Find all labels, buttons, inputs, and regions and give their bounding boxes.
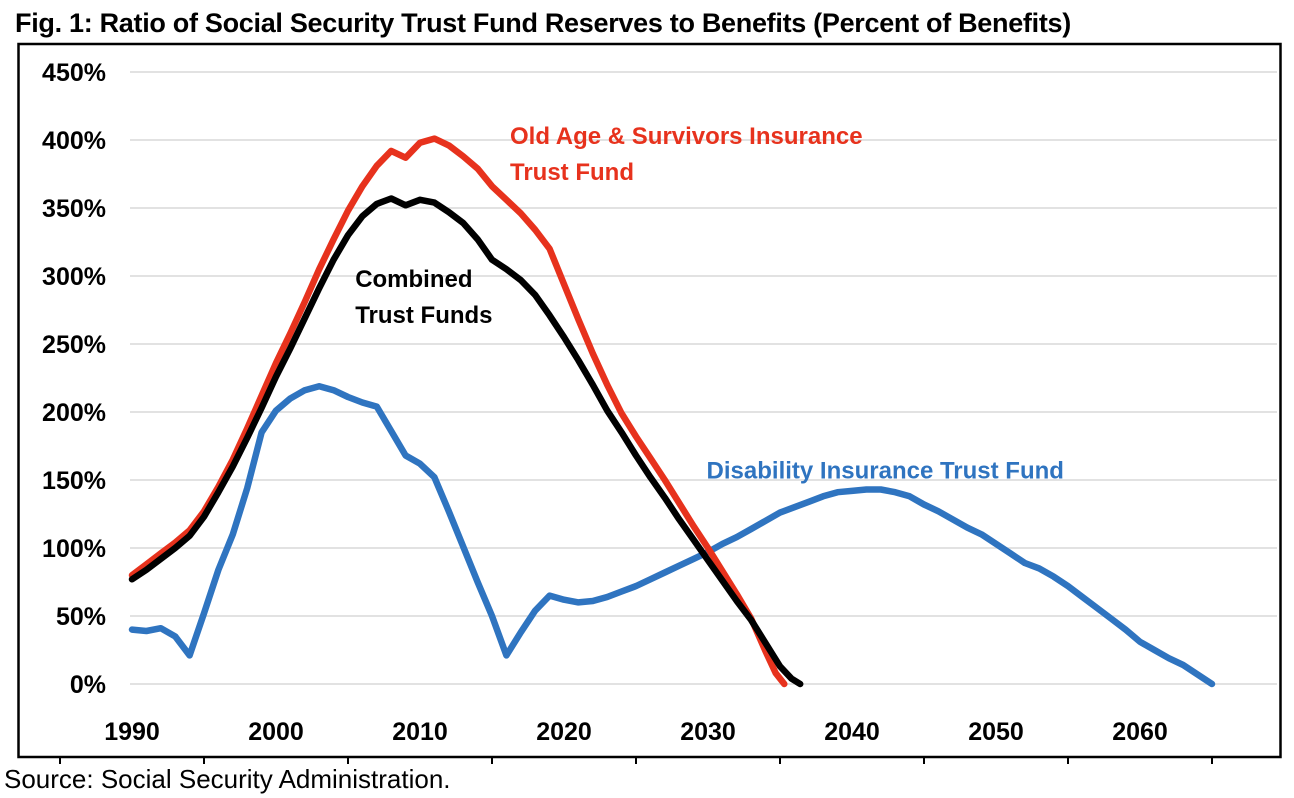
y-axis-tick-label: 150% <box>42 467 106 495</box>
x-axis-tick-label: 1990 <box>104 718 160 746</box>
figure-title: Fig. 1: Ratio of Social Security Trust F… <box>15 8 1071 38</box>
gridlines-group <box>130 71 1277 685</box>
series-label-di: Disability Insurance Trust Fund <box>707 458 1064 485</box>
plot-background <box>18 44 1281 757</box>
y-axis-tick-label: 400% <box>42 127 106 155</box>
series-line-combined <box>128 195 804 688</box>
x-axis-tick-label: 2030 <box>680 718 736 746</box>
x-axis-tick-label: 2060 <box>1112 718 1168 746</box>
y-axis-tick-label: 250% <box>42 331 106 359</box>
x-axis-tick-label: 2010 <box>392 718 448 746</box>
series-line-di <box>128 382 1216 688</box>
x-axis-tick-label: 2050 <box>968 718 1024 746</box>
series-lines-group <box>128 135 1216 688</box>
y-axis-tick-label: 100% <box>42 535 106 563</box>
y-axis-tick-label: 300% <box>42 263 106 291</box>
y-axis-tick-label: 200% <box>42 399 106 427</box>
x-axis-tick-label: 2020 <box>536 718 592 746</box>
axis-labels-group: 450% 400% 350% 300% 250% 200% 150% 100% 50% 0% 199… <box>42 59 1213 764</box>
y-axis-tick-label: 50% <box>56 603 106 631</box>
series-labels-group: Old Age & Survivors Insurance Trust Fund C… <box>355 123 1064 485</box>
figure-source: Source: Social Security Administration. <box>4 764 451 794</box>
x-axis-tick-label: 2000 <box>248 718 304 746</box>
series-line-oasi <box>128 135 788 688</box>
y-axis-tick-label: 0% <box>70 671 106 699</box>
series-label-oasi: Old Age & Survivors Insurance Trust Fund <box>510 123 863 186</box>
series-label-combined: Combined Trust Funds <box>355 266 492 329</box>
plot-border <box>17 42 1282 759</box>
y-axis-tick-label: 450% <box>42 59 106 87</box>
x-axis-tick-label: 2040 <box>824 718 880 746</box>
y-axis-tick-label: 350% <box>42 195 106 223</box>
